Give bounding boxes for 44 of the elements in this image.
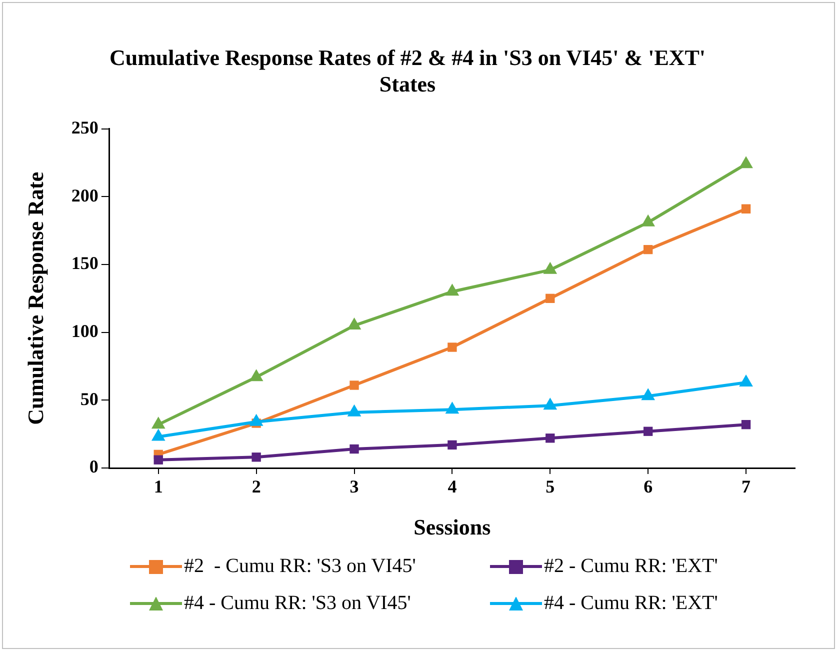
x-tick-label: 3 [350,476,359,496]
y-tick-label: 50 [80,388,98,409]
x-tick-label: 1 [154,476,163,496]
point [445,284,460,296]
x-tick-label: 4 [448,476,457,496]
legend-label: #2 - Cumu RR: 'S3 on VI45' [184,555,416,578]
y-tick-label: 100 [71,320,98,341]
y-axis-title: Cumulative Response Rate [22,172,48,425]
y-tick-label: 200 [71,185,98,206]
point [546,294,555,303]
point [151,428,166,441]
point [154,455,163,464]
point [641,388,656,400]
legend-label: #2 - Cumu RR: 'EXT' [544,555,718,578]
y-tick-label: 150 [71,253,98,274]
point [445,402,460,414]
x-axis-title: Sessions [414,514,492,540]
point [350,380,359,390]
point [347,404,362,416]
x-tick-label: 7 [742,476,751,496]
y-tick-label: 0 [89,456,98,477]
point [347,318,362,330]
point [739,374,753,387]
chart-title: Cumulative Response Rates of #2 & #4 in 'S3 on VI45' & 'EXT' States [109,44,706,96]
y-tick-label: 250 [71,117,98,138]
point [448,440,457,450]
legend-label: #4 - Cumu RR: 'EXT' [544,592,718,615]
point [543,398,558,410]
point [448,342,457,352]
point [350,444,359,454]
point [643,426,653,436]
point [641,214,656,226]
x-tick-label: 6 [644,476,653,496]
point [249,414,264,426]
x-tick-label: 5 [546,476,555,496]
point [252,452,261,462]
point [249,369,264,382]
point [151,416,166,429]
x-tick-label: 2 [252,476,261,496]
point [739,156,753,168]
legend-label: #4 - Cumu RR: 'S3 on VI45' [184,592,411,615]
point [543,262,558,274]
point [546,434,555,443]
point [741,420,751,430]
